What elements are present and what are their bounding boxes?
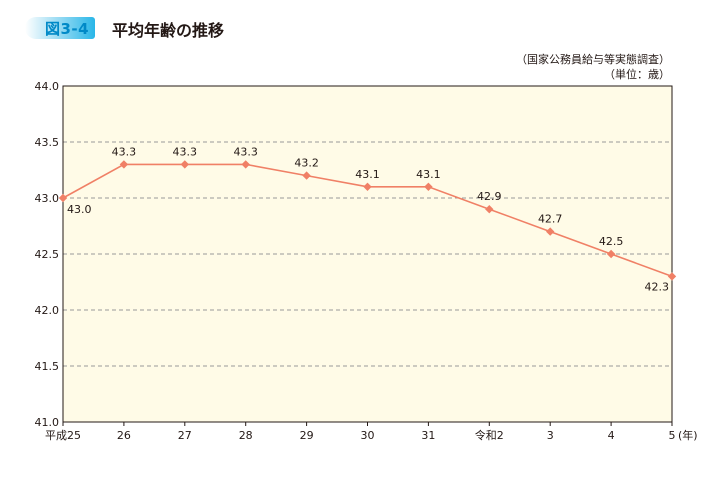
data-label: 43.3 (233, 145, 258, 158)
data-label: 43.1 (416, 168, 441, 181)
data-label: 43.0 (67, 203, 92, 216)
data-label: 43.3 (173, 145, 198, 158)
data-point (485, 205, 494, 214)
data-label: 42.5 (599, 235, 624, 248)
data-point (424, 182, 433, 191)
data-point (119, 160, 129, 169)
y-tick-label: 42.5 (35, 248, 60, 261)
data-label: 42.7 (538, 213, 563, 226)
data-label: 42.9 (477, 190, 502, 203)
x-tick-label: 31 (421, 429, 435, 442)
y-tick-label: 41.5 (35, 360, 60, 373)
y-tick-label: 41.0 (35, 416, 60, 429)
data-point (363, 182, 372, 191)
x-tick-label: 5 (669, 429, 676, 442)
figure-number: 図3-4 (45, 20, 90, 38)
figure-tag-badge (25, 17, 95, 39)
data-point (241, 160, 250, 169)
data-label: 43.2 (294, 157, 319, 170)
data-point (58, 193, 68, 203)
data-label: 43.1 (355, 168, 380, 181)
data-point (667, 272, 677, 281)
y-tick-label: 43.5 (35, 136, 60, 149)
x-tick-label: 29 (300, 429, 314, 442)
x-tick-label: 26 (117, 429, 131, 442)
data-point (546, 227, 555, 236)
source-note: （国家公務員給与等実態調査） (516, 53, 670, 66)
x-axis-unit: (年) (678, 428, 698, 442)
unit-note: （単位：歳） (604, 68, 670, 81)
data-label: 43.3 (112, 145, 137, 158)
x-tick-label: 28 (239, 429, 253, 442)
data-point (302, 171, 311, 180)
data-point (606, 249, 616, 259)
x-tick-label: 令和2 (475, 428, 504, 442)
x-tick-label: 30 (361, 429, 375, 442)
x-tick-label: 3 (547, 429, 554, 442)
figure-title: 平均年齢の推移 (112, 21, 225, 40)
data-label: 42.3 (645, 280, 670, 293)
x-tick-label: 4 (608, 429, 615, 442)
y-tick-label: 43.0 (35, 192, 60, 205)
y-tick-label: 44.0 (35, 80, 60, 93)
data-point (180, 160, 189, 169)
x-tick-label: 平成25 (45, 429, 81, 442)
y-tick-label: 42.0 (35, 304, 60, 317)
x-tick-label: 27 (178, 429, 192, 442)
